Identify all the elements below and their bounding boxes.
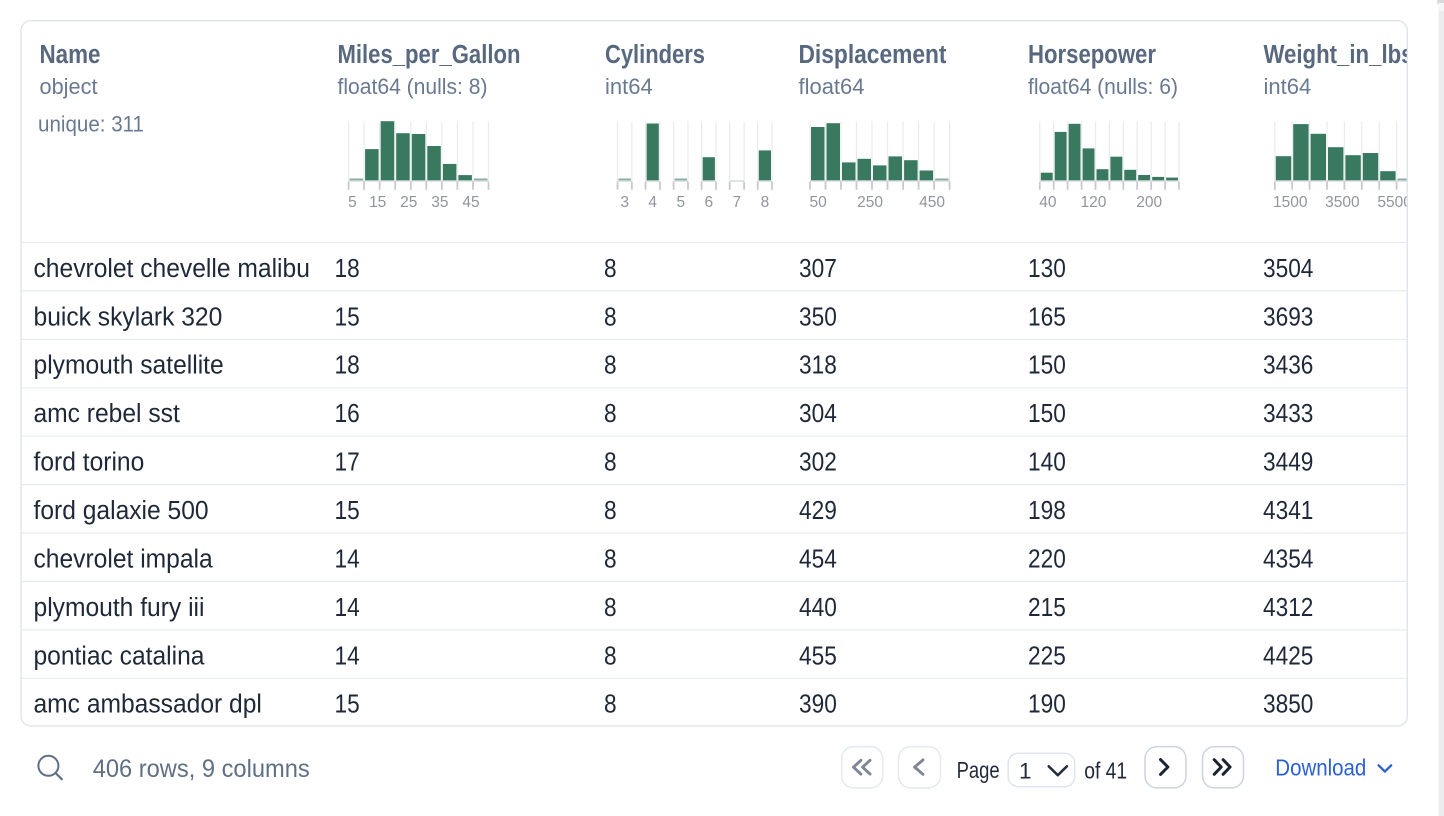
svg-text:302: 302 [799, 449, 837, 477]
svg-text:198: 198 [1028, 497, 1066, 525]
svg-text:5500: 5500 [1377, 194, 1412, 211]
svg-text:unique: 311: unique: 311 [38, 112, 144, 137]
svg-text:440: 440 [799, 594, 837, 622]
svg-text:150: 150 [1028, 352, 1066, 380]
svg-text:406 rows, 9 columns: 406 rows, 9 columns [93, 755, 310, 783]
svg-text:Page: Page [957, 757, 1000, 783]
svg-text:50: 50 [810, 194, 828, 211]
svg-text:35: 35 [431, 194, 448, 211]
svg-text:plymouth satellite: plymouth satellite [34, 352, 224, 380]
svg-text:14: 14 [335, 594, 360, 622]
svg-text:45: 45 [462, 194, 479, 211]
svg-text:4425: 4425 [1263, 642, 1313, 670]
svg-text:3449: 3449 [1263, 449, 1313, 477]
svg-text:float64: float64 [799, 74, 865, 99]
svg-text:8: 8 [604, 642, 617, 670]
svg-text:130: 130 [1028, 255, 1066, 283]
svg-text:15: 15 [335, 303, 360, 331]
svg-text:14: 14 [335, 642, 360, 670]
svg-text:int64: int64 [1264, 74, 1312, 99]
svg-text:165: 165 [1028, 303, 1066, 331]
svg-text:1500: 1500 [1273, 194, 1308, 211]
svg-text:chevrolet impala: chevrolet impala [34, 545, 214, 573]
svg-text:455: 455 [799, 642, 837, 670]
svg-text:8: 8 [604, 545, 617, 573]
svg-text:4341: 4341 [1263, 497, 1313, 525]
svg-text:120: 120 [1081, 194, 1107, 211]
svg-text:8: 8 [604, 497, 617, 525]
svg-text:8: 8 [604, 255, 617, 283]
svg-text:ford torino: ford torino [34, 449, 145, 477]
svg-text:Cylinders: Cylinders [605, 41, 705, 69]
svg-text:318: 318 [799, 352, 837, 380]
svg-text:6: 6 [705, 194, 714, 211]
svg-text:of 41: of 41 [1084, 757, 1127, 783]
svg-text:float64 (nulls: 8): float64 (nulls: 8) [338, 74, 488, 99]
svg-text:buick skylark 320: buick skylark 320 [34, 303, 223, 331]
svg-text:304: 304 [799, 400, 837, 428]
svg-text:15: 15 [335, 497, 360, 525]
svg-text:Displacement: Displacement [799, 41, 947, 69]
svg-text:8: 8 [604, 352, 617, 380]
svg-text:190: 190 [1028, 691, 1066, 719]
svg-text:150: 150 [1028, 400, 1066, 428]
svg-text:3436: 3436 [1263, 352, 1313, 380]
svg-text:ford galaxie 500: ford galaxie 500 [34, 497, 209, 525]
svg-text:18: 18 [335, 255, 360, 283]
svg-text:amc ambassador dpl: amc ambassador dpl [34, 691, 262, 719]
svg-text:8: 8 [604, 449, 617, 477]
svg-text:5: 5 [676, 194, 685, 211]
svg-text:140: 140 [1028, 449, 1066, 477]
svg-text:220: 220 [1028, 545, 1066, 573]
svg-text:Horsepower: Horsepower [1028, 41, 1156, 69]
svg-text:250: 250 [857, 194, 883, 211]
svg-text:15: 15 [335, 691, 360, 719]
svg-text:429: 429 [799, 497, 837, 525]
svg-text:plymouth fury iii: plymouth fury iii [34, 594, 205, 622]
svg-text:17: 17 [335, 449, 360, 477]
svg-text:3: 3 [620, 194, 629, 211]
svg-text:4354: 4354 [1263, 545, 1313, 573]
svg-text:390: 390 [799, 691, 837, 719]
svg-text:8: 8 [604, 594, 617, 622]
svg-text:int64: int64 [605, 74, 653, 99]
svg-text:8: 8 [604, 303, 617, 331]
svg-text:15: 15 [369, 194, 386, 211]
svg-text:Weight_in_lbs: Weight_in_lbs [1264, 41, 1414, 69]
svg-text:3850: 3850 [1263, 691, 1313, 719]
svg-text:16: 16 [335, 400, 360, 428]
svg-text:4312: 4312 [1263, 594, 1313, 622]
svg-text:18: 18 [335, 352, 360, 380]
svg-text:Download: Download [1275, 755, 1366, 781]
svg-text:14: 14 [335, 545, 360, 573]
svg-text:8: 8 [604, 400, 617, 428]
svg-text:215: 215 [1028, 594, 1066, 622]
svg-text:1: 1 [1019, 758, 1032, 783]
svg-text:object: object [40, 74, 98, 99]
svg-text:3500: 3500 [1325, 194, 1360, 211]
svg-text:25: 25 [400, 194, 417, 211]
svg-text:4: 4 [648, 194, 657, 211]
svg-text:307: 307 [799, 255, 837, 283]
svg-text:Miles_per_Gallon: Miles_per_Gallon [338, 41, 521, 69]
svg-text:float64 (nulls: 6): float64 (nulls: 6) [1028, 74, 1178, 99]
svg-text:7: 7 [733, 194, 742, 211]
svg-text:225: 225 [1028, 642, 1066, 670]
svg-text:3504: 3504 [1263, 255, 1313, 283]
svg-text:40: 40 [1039, 194, 1057, 211]
svg-text:450: 450 [919, 194, 945, 211]
svg-text:amc rebel sst: amc rebel sst [34, 400, 180, 428]
svg-text:200: 200 [1136, 194, 1162, 211]
svg-text:454: 454 [799, 545, 837, 573]
svg-text:3433: 3433 [1263, 400, 1313, 428]
svg-text:8: 8 [604, 691, 617, 719]
svg-text:chevrolet chevelle malibu: chevrolet chevelle malibu [34, 255, 310, 283]
svg-text:350: 350 [799, 303, 837, 331]
svg-text:3693: 3693 [1263, 303, 1313, 331]
svg-text:pontiac catalina: pontiac catalina [34, 642, 206, 670]
svg-text:Name: Name [40, 41, 101, 69]
svg-text:5: 5 [348, 194, 357, 211]
svg-text:8: 8 [761, 194, 770, 211]
